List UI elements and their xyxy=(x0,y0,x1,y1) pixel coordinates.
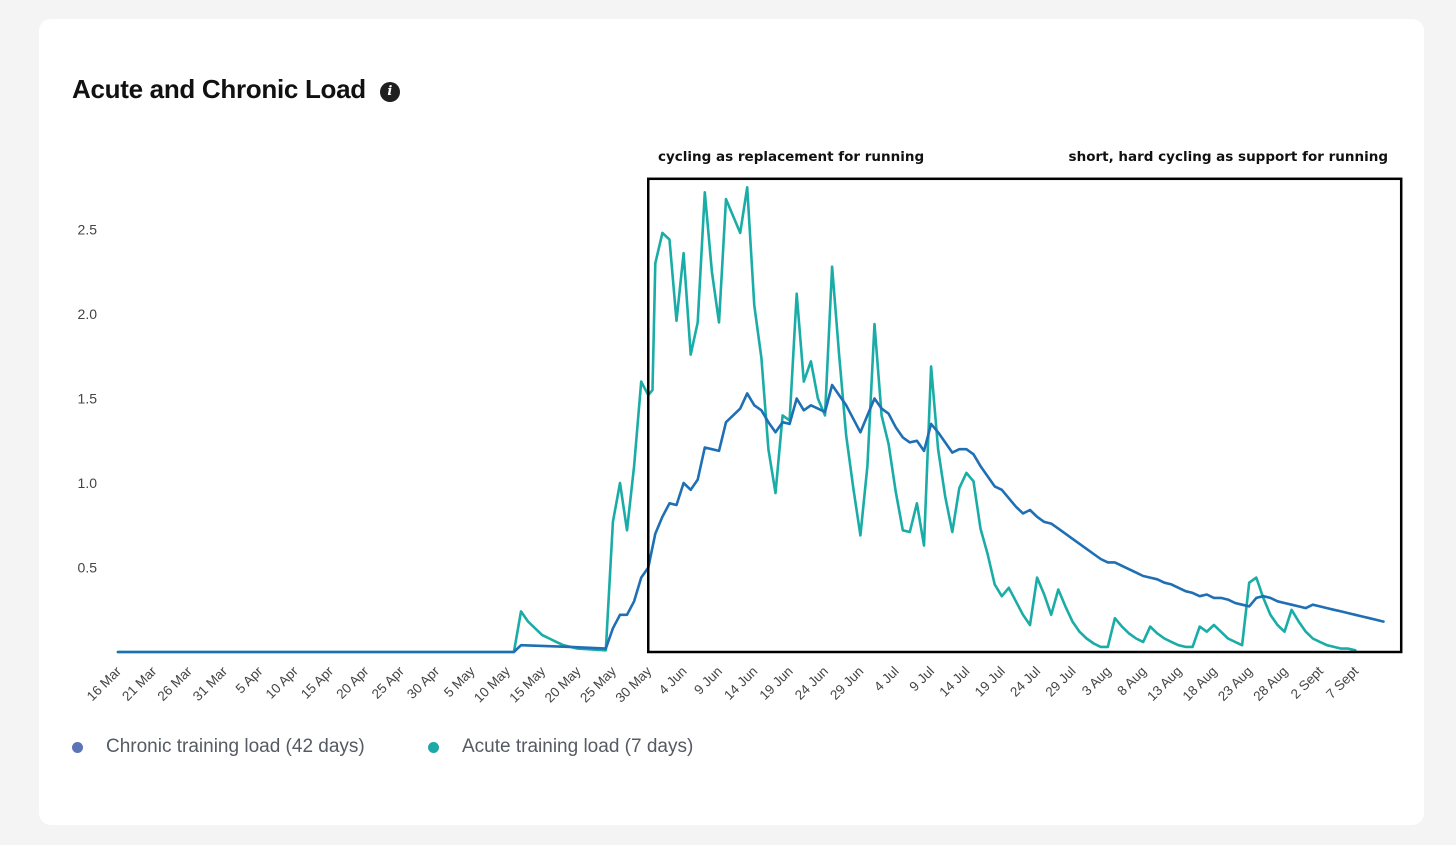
y-tick-label: 1.5 xyxy=(78,391,98,407)
x-tick-label: 29 Jun xyxy=(827,664,866,703)
x-tick-label: 24 Jul xyxy=(1007,664,1043,700)
x-tick-label: 15 May xyxy=(506,663,548,705)
chronic-load-line xyxy=(116,383,1385,654)
chronic-dot-icon xyxy=(72,741,83,753)
x-tick-label: 10 May xyxy=(471,663,513,705)
y-tick-label: 0.5 xyxy=(78,560,98,576)
acute-dot-icon xyxy=(428,741,439,753)
x-tick-label: 18 Aug xyxy=(1180,664,1220,704)
legend-label-acute: Acute training load (7 days) xyxy=(462,736,694,757)
x-tick-label: 30 Apr xyxy=(404,663,443,702)
x-tick-label: 4 Jun xyxy=(656,664,690,698)
x-tick-label: 19 Jun xyxy=(756,664,795,703)
x-tick-label: 28 Aug xyxy=(1250,664,1290,704)
x-tick-label: 31 Mar xyxy=(190,663,231,704)
x-tick-label: 14 Jun xyxy=(721,664,760,703)
x-tick-label: 25 May xyxy=(577,663,619,705)
x-tick-label: 4 Jul xyxy=(871,664,902,695)
x-tick-label: 10 Apr xyxy=(263,663,302,702)
x-tick-label: 15 Apr xyxy=(298,663,337,702)
annotation-layer: cycling as replacement for running short… xyxy=(647,149,1403,654)
x-tick-label: 5 Apr xyxy=(233,663,266,696)
x-tick-label: 23 Aug xyxy=(1215,664,1255,704)
x-tick-label: 20 May xyxy=(542,663,584,705)
x-tick-label: 9 Jul xyxy=(906,664,937,695)
x-tick-label: 25 Apr xyxy=(369,663,408,702)
header: Acute and Chronic Load i xyxy=(72,74,400,105)
x-tick-label: 2 Sept xyxy=(1288,663,1326,701)
x-tick-label: 16 Mar xyxy=(84,663,125,704)
annotation-right: short, hard cycling as support for runni… xyxy=(1069,149,1388,165)
legend-item-acute[interactable]: Acute training load (7 days) xyxy=(428,736,693,758)
x-tick-label: 26 Mar xyxy=(154,663,195,704)
x-tick-label: 30 May xyxy=(612,663,654,705)
legend-label-chronic: Chronic training load (42 days) xyxy=(106,736,365,757)
y-tick-label: 2.0 xyxy=(78,306,98,322)
x-tick-label: 3 Aug xyxy=(1079,664,1114,699)
annotation-left: cycling as replacement for running xyxy=(658,149,924,165)
x-tick-label: 24 Jun xyxy=(792,664,831,703)
x-tick-label: 13 Aug xyxy=(1144,664,1184,704)
y-tick-label: 1.0 xyxy=(78,475,98,491)
x-tick-label: 19 Jul xyxy=(972,664,1008,700)
x-tick-label: 29 Jul xyxy=(1042,664,1078,700)
acute-load-line xyxy=(116,186,1357,654)
highlight-box xyxy=(647,177,1403,654)
legend-item-chronic[interactable]: Chronic training load (42 days) xyxy=(72,736,365,758)
x-tick-label: 14 Jul xyxy=(936,664,972,700)
page-title: Acute and Chronic Load xyxy=(72,74,366,104)
y-axis: 0.5 1.0 1.5 2.0 2.5 xyxy=(78,222,98,576)
x-tick-label: 21 Mar xyxy=(119,663,160,704)
info-icon[interactable]: i xyxy=(379,81,400,102)
x-tick-label: 7 Sept xyxy=(1323,663,1361,701)
x-tick-label: 20 Apr xyxy=(333,663,372,702)
y-tick-label: 2.5 xyxy=(78,222,98,238)
series-layer xyxy=(116,186,1385,654)
chart-card xyxy=(39,19,1424,825)
